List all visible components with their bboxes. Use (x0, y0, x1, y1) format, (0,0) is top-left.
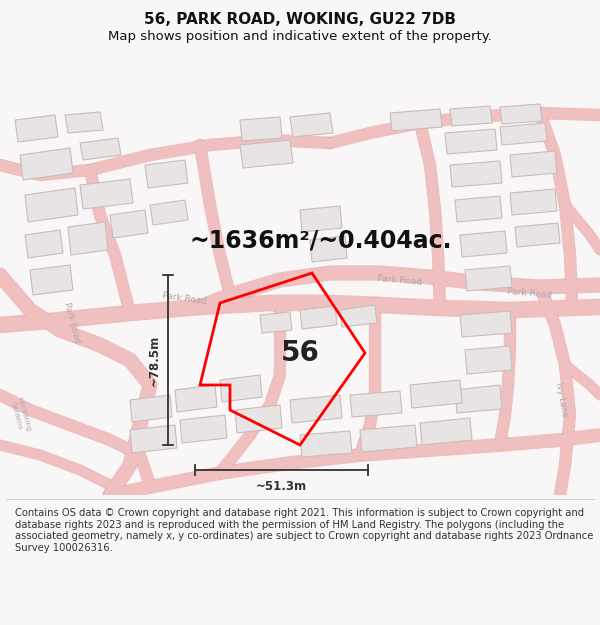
Polygon shape (65, 112, 103, 133)
Text: ~1636m²/~0.404ac.: ~1636m²/~0.404ac. (190, 228, 452, 252)
Text: Park Road: Park Road (507, 286, 553, 299)
Polygon shape (110, 210, 148, 238)
Polygon shape (460, 311, 512, 337)
Polygon shape (30, 265, 73, 295)
Polygon shape (260, 312, 292, 333)
Polygon shape (450, 161, 502, 187)
Polygon shape (25, 230, 63, 258)
Polygon shape (450, 106, 492, 126)
Text: Park Road: Park Road (377, 274, 423, 286)
Text: Park Road: Park Road (62, 301, 82, 344)
Polygon shape (240, 117, 282, 141)
Polygon shape (300, 206, 342, 232)
Text: Map shows position and indicative extent of the property.: Map shows position and indicative extent… (108, 30, 492, 43)
Text: ~51.3m: ~51.3m (256, 480, 307, 493)
Text: ~78.5m: ~78.5m (148, 334, 161, 386)
Polygon shape (300, 306, 337, 329)
Polygon shape (420, 418, 472, 445)
Polygon shape (20, 148, 73, 180)
Polygon shape (290, 113, 333, 137)
Polygon shape (15, 115, 58, 142)
Polygon shape (150, 200, 188, 225)
Polygon shape (500, 123, 547, 145)
Polygon shape (455, 196, 502, 222)
Polygon shape (145, 160, 188, 188)
Polygon shape (310, 236, 347, 262)
Polygon shape (510, 189, 557, 215)
Polygon shape (68, 222, 108, 255)
Polygon shape (410, 380, 462, 408)
Polygon shape (130, 425, 177, 453)
Polygon shape (360, 425, 417, 452)
Polygon shape (220, 375, 262, 402)
Polygon shape (25, 188, 78, 222)
Polygon shape (390, 109, 442, 131)
Text: 56: 56 (281, 339, 319, 367)
Text: Park Road: Park Road (162, 291, 208, 307)
Polygon shape (175, 385, 217, 412)
Polygon shape (235, 405, 282, 433)
Text: 56, PARK ROAD, WOKING, GU22 7DB: 56, PARK ROAD, WOKING, GU22 7DB (144, 12, 456, 27)
Polygon shape (340, 305, 377, 327)
Text: Ivy Lane: Ivy Lane (554, 382, 569, 418)
Polygon shape (240, 140, 293, 168)
Polygon shape (180, 415, 227, 443)
Polygon shape (350, 391, 402, 417)
Polygon shape (445, 129, 497, 154)
Polygon shape (80, 138, 121, 160)
Polygon shape (300, 431, 352, 457)
Polygon shape (515, 223, 560, 247)
Polygon shape (455, 385, 502, 413)
Polygon shape (80, 179, 133, 209)
Polygon shape (130, 395, 172, 422)
Polygon shape (510, 151, 557, 177)
Text: Hockering
Gardens: Hockering Gardens (9, 396, 31, 434)
Polygon shape (460, 231, 507, 257)
Polygon shape (465, 266, 512, 291)
Polygon shape (500, 104, 542, 124)
Polygon shape (290, 395, 342, 423)
Polygon shape (465, 346, 512, 374)
Text: Contains OS data © Crown copyright and database right 2021. This information is : Contains OS data © Crown copyright and d… (15, 508, 593, 552)
